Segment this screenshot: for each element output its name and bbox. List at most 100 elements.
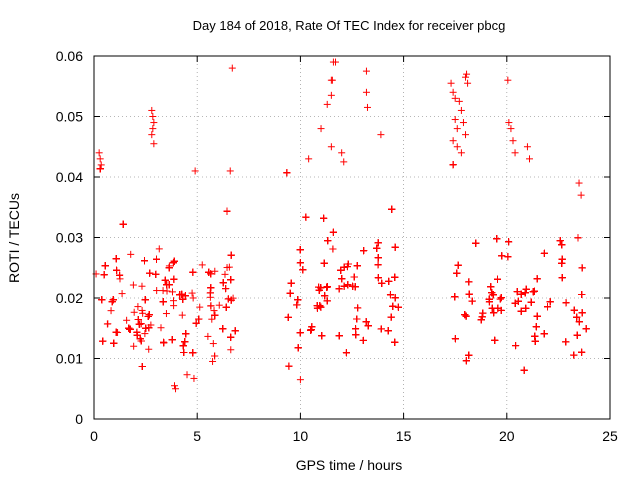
- data-point: [344, 281, 352, 289]
- data-point: [215, 301, 223, 309]
- data-point: [205, 268, 213, 276]
- data-point: [169, 259, 177, 267]
- data-point: [227, 251, 235, 259]
- data-point: [138, 306, 146, 314]
- data-point: [302, 213, 310, 221]
- data-point: [558, 241, 566, 249]
- data-point: [227, 346, 235, 354]
- data-point: [112, 328, 120, 336]
- y-tick-label: 0.05: [56, 109, 83, 125]
- y-tick-label: 0: [75, 411, 83, 427]
- data-point: [196, 303, 204, 311]
- data-point: [459, 119, 467, 127]
- data-point: [144, 313, 152, 321]
- y-tick-label: 0.01: [56, 351, 83, 367]
- data-point: [97, 161, 105, 169]
- data-point: [149, 113, 157, 120]
- data-point: [457, 149, 465, 157]
- data-point: [354, 304, 362, 312]
- data-point: [294, 344, 302, 352]
- data-point: [308, 323, 316, 331]
- data-point: [299, 266, 307, 274]
- data-point: [523, 143, 531, 151]
- data-point: [451, 94, 459, 102]
- data-point: [155, 245, 163, 253]
- data-point: [362, 67, 370, 75]
- data-point: [359, 336, 367, 344]
- data-point: [574, 234, 582, 242]
- data-point: [324, 237, 332, 245]
- data-point: [170, 275, 178, 283]
- data-point: [364, 322, 372, 330]
- data-point: [449, 137, 457, 145]
- data-point: [170, 382, 178, 390]
- data-point: [327, 143, 335, 151]
- data-point: [172, 385, 180, 393]
- data-point: [582, 325, 590, 333]
- data-point: [207, 302, 215, 310]
- data-point: [190, 374, 198, 382]
- data-point: [163, 281, 171, 289]
- data-point: [462, 131, 470, 139]
- data-point: [192, 319, 200, 327]
- data-point: [134, 303, 142, 311]
- data-point: [529, 288, 537, 296]
- data-point: [461, 311, 469, 319]
- data-point: [284, 313, 292, 321]
- data-point: [228, 64, 236, 72]
- data-point: [505, 238, 513, 246]
- data-point: [491, 336, 499, 344]
- data-point: [189, 294, 197, 302]
- data-point: [159, 298, 167, 306]
- data-point: [317, 284, 325, 292]
- data-point: [130, 308, 138, 316]
- data-point: [391, 273, 399, 281]
- data-point: [181, 338, 189, 346]
- data-point: [320, 259, 328, 267]
- data-point: [209, 357, 217, 365]
- data-point: [178, 290, 186, 298]
- data-point: [170, 257, 178, 265]
- data-point: [141, 296, 149, 304]
- data-point: [222, 285, 230, 293]
- data-point: [349, 282, 357, 290]
- data-point: [313, 302, 321, 310]
- data-point: [562, 299, 570, 307]
- data-point: [222, 303, 230, 311]
- data-point: [323, 100, 331, 108]
- data-point: [320, 214, 328, 222]
- data-point: [170, 302, 178, 310]
- data-point: [374, 274, 382, 282]
- data-point: [526, 155, 534, 163]
- x-tick-label: 5: [193, 428, 201, 444]
- data-point: [227, 333, 235, 341]
- data-point: [209, 340, 217, 348]
- data-point: [578, 264, 586, 272]
- data-point: [340, 263, 348, 271]
- data-point: [337, 266, 345, 274]
- data-point: [137, 320, 145, 328]
- data-point: [100, 271, 108, 279]
- data-point: [377, 131, 385, 139]
- data-point: [123, 316, 131, 324]
- data-point: [95, 149, 103, 157]
- data-point: [165, 264, 173, 272]
- data-point: [455, 97, 463, 105]
- data-point: [146, 269, 154, 277]
- data-point: [296, 329, 304, 337]
- data-point: [107, 307, 115, 315]
- data-point: [145, 311, 153, 319]
- data-point: [148, 106, 156, 114]
- data-point: [207, 284, 215, 292]
- plot-frame: [93, 55, 611, 420]
- data-point: [98, 296, 106, 304]
- data-point: [163, 287, 171, 295]
- data-point: [374, 239, 382, 247]
- y-tick-label: 0.02: [56, 290, 83, 306]
- data-point: [180, 348, 188, 356]
- data-point: [150, 119, 158, 127]
- data-point: [451, 335, 459, 343]
- data-point: [465, 278, 473, 286]
- data-point: [562, 338, 570, 346]
- data-point: [101, 262, 109, 270]
